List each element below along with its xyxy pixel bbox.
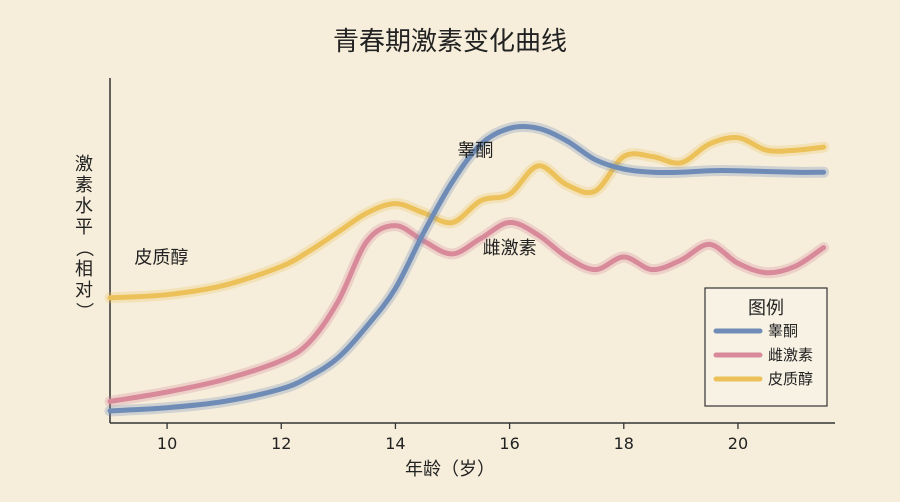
chart-title: 青春期激素变化曲线 [333, 27, 567, 57]
series-line-2 [107, 134, 827, 301]
y-axis-label-char: ） [73, 302, 94, 320]
legend-label: 睾酮 [768, 322, 798, 340]
series-layer [104, 121, 830, 417]
y-axis-label-char: 相 [75, 259, 93, 280]
series-line-1 [107, 219, 827, 404]
series-annotation: 睾酮 [457, 141, 493, 162]
legend-title: 图例 [748, 298, 784, 319]
y-axis-label-char: 素 [75, 175, 93, 196]
y-axis-label-char: 水 [75, 196, 93, 217]
y-axis-label-char: 对 [75, 280, 93, 301]
x-axis-label: 年龄（岁） [405, 459, 495, 480]
x-tick-label: 16 [499, 434, 519, 453]
y-axis-label-char: 平 [75, 217, 93, 238]
legend-label: 雌激素 [768, 346, 813, 364]
x-tick-label: 20 [728, 434, 748, 453]
series-line-0 [107, 124, 827, 414]
legend-box [704, 287, 828, 407]
y-axis-label-char: （ [73, 239, 94, 257]
series-annotation: 雌激素 [483, 238, 537, 259]
series-annotation: 皮质醇 [134, 247, 188, 268]
x-axis-ticks: 10 12 14 16 18 20 [157, 423, 748, 453]
x-tick-label: 12 [271, 434, 291, 453]
x-tick-label: 10 [157, 434, 177, 453]
y-axis-label-char: 激 [75, 154, 93, 175]
x-tick-label: 18 [614, 434, 634, 453]
x-tick-label: 14 [385, 434, 405, 453]
legend-label: 皮质醇 [768, 370, 813, 388]
